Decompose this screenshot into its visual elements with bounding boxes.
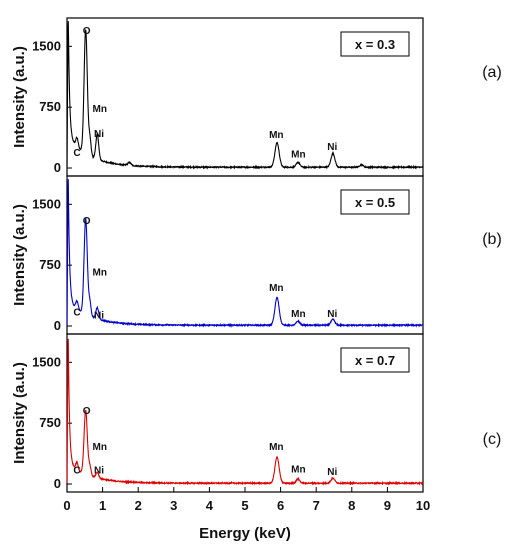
composition-badge (340, 347, 410, 373)
y-axis-label: Intensity (a.u.) (11, 46, 28, 148)
peak-label-ni: Ni (327, 142, 337, 153)
spectrum-line (66, 179, 424, 328)
panel-2: 0 750 1500 Intensity (a.u.) C O Mn Ni Mn Mn Ni x = … (11, 175, 502, 335)
peak-label-c: C (73, 307, 80, 318)
spectrum-line (66, 338, 424, 486)
x-tick-label: 9 (384, 498, 391, 513)
composition-label: x = 0.7 (355, 353, 395, 368)
x-tick-label: 5 (241, 498, 248, 513)
peak-label-o: O (83, 26, 91, 37)
peak-label-o: O (83, 406, 91, 417)
spectrum-line (66, 21, 424, 170)
panel-letter: (a) (482, 64, 502, 81)
peak-label-ni: Ni (327, 309, 337, 320)
x-tick-label: 6 (277, 498, 284, 513)
peak-label-mn: Mn (291, 309, 305, 320)
peak-label-ni: Ni (94, 465, 104, 476)
peak-label-mn: Mn (93, 268, 107, 279)
composition-label: x = 0.3 (355, 37, 395, 52)
peak-label-mn: Mn (269, 442, 283, 453)
y-tick-label: 750 (39, 257, 61, 272)
peak-label-ni: Ni (94, 311, 104, 322)
composition-badge (340, 189, 410, 215)
y-tick-label: 1500 (32, 196, 61, 211)
y-tick-label: 1500 (32, 38, 61, 53)
x-tick-label: 4 (206, 498, 214, 513)
peak-label-mn: Mn (269, 130, 283, 141)
y-tick-label: 750 (39, 99, 61, 114)
y-tick-label: 0 (54, 476, 61, 491)
x-tick-label: 2 (135, 498, 142, 513)
y-tick-label: 1500 (32, 354, 61, 369)
x-tick-label: 3 (170, 498, 177, 513)
peak-label-c: C (73, 465, 80, 476)
peak-label-mn: Mn (93, 442, 107, 453)
x-tick-label: 10 (416, 498, 430, 513)
composition-badge (340, 31, 410, 57)
peak-label-ni: Ni (94, 129, 104, 140)
x-tick-label: 7 (313, 498, 320, 513)
peak-label-mn: Mn (291, 465, 305, 476)
composition-label: x = 0.5 (355, 195, 395, 210)
x-tick-label: 1 (99, 498, 106, 513)
y-tick-label: 750 (39, 415, 61, 430)
y-axis-label: Intensity (a.u.) (11, 204, 28, 306)
peak-label-mn: Mn (269, 283, 283, 294)
panel-letter: (b) (482, 231, 502, 248)
y-tick-label: 0 (54, 318, 61, 333)
peak-label-mn: Mn (291, 149, 305, 160)
panel-3: 0 750 1500 Intensity (a.u.) C O Mn Ni Mn Mn Ni x = … (11, 333, 502, 493)
peak-label-mn: Mn (93, 104, 107, 115)
x-tick-label: 8 (348, 498, 355, 513)
peak-label-o: O (83, 216, 91, 227)
x-axis-label: Energy (keV) (199, 525, 291, 542)
x-tick-label: 0 (63, 498, 70, 513)
y-axis-label: Intensity (a.u.) (11, 362, 28, 464)
y-tick-label: 0 (54, 160, 61, 175)
peak-label-c: C (73, 148, 80, 159)
panel-letter: (c) (483, 431, 502, 448)
panel-1: 0 750 1500 Intensity (a.u.) C O Mn Ni Mn Mn Ni x = … (11, 17, 502, 177)
peak-label-ni: Ni (327, 467, 337, 478)
